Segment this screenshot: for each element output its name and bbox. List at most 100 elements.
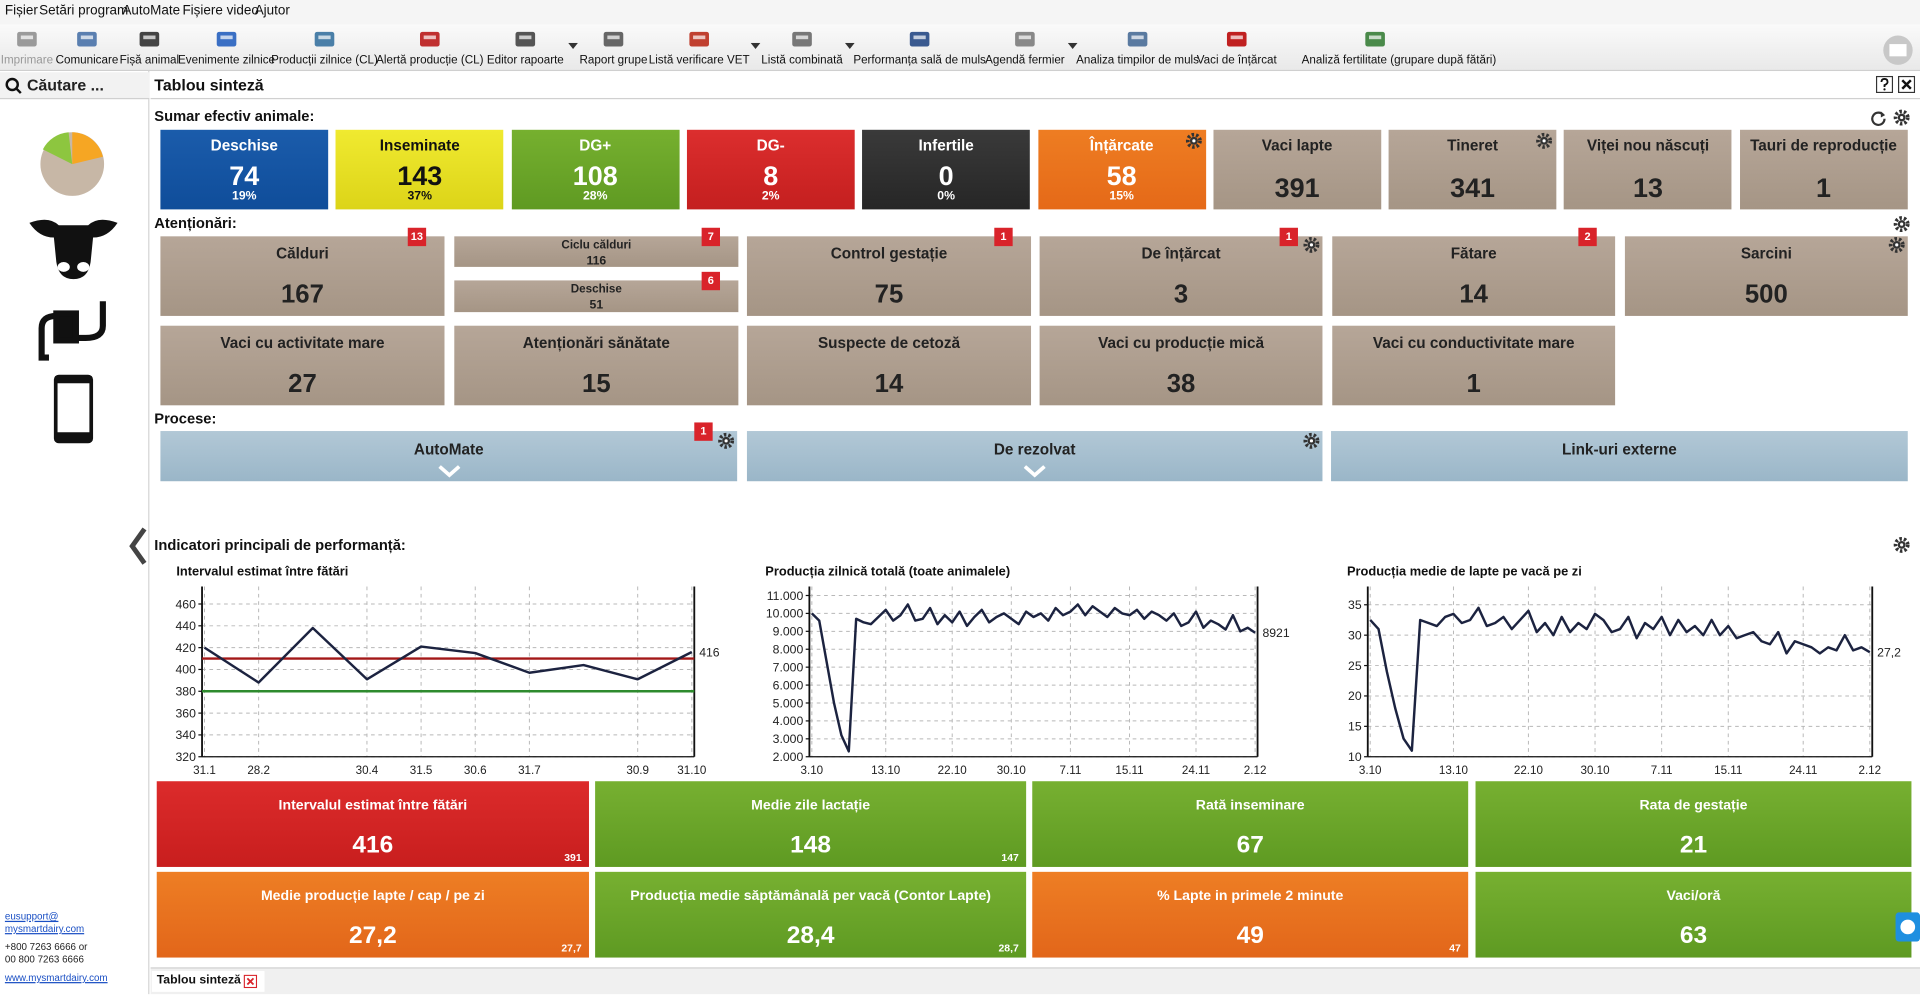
dropdown-arrow[interactable] bbox=[750, 42, 761, 50]
toolbar-button[interactable]: Fișă animal bbox=[76, 26, 223, 70]
summary-tile[interactable]: Viței nou născuți 13 bbox=[1564, 129, 1732, 210]
summary-tile[interactable]: DG- 8 2% bbox=[686, 129, 855, 210]
phone-icon[interactable] bbox=[53, 374, 94, 444]
toolbar-button[interactable]: Analiza timpilor de muls bbox=[1064, 26, 1211, 70]
summary-tile[interactable]: Tineret 341 bbox=[1388, 129, 1557, 210]
toolbar-button[interactable]: Listă combinată bbox=[729, 26, 876, 70]
summary-tile[interactable]: Înțărcate 58 15% bbox=[1037, 129, 1206, 210]
toolbar-button[interactable]: Evenimente zilnice bbox=[153, 26, 300, 70]
cow-icon[interactable] bbox=[29, 219, 118, 280]
contact-text[interactable]: mysmartdairy.com bbox=[4, 923, 85, 935]
kpi-tile[interactable]: Vaci/oră 63 bbox=[1475, 871, 1912, 958]
refresh-button[interactable] bbox=[1870, 109, 1887, 126]
settings-gear[interactable] bbox=[718, 432, 735, 449]
plug-icon[interactable] bbox=[38, 301, 106, 361]
toolbar-icon[interactable] bbox=[1225, 28, 1249, 50]
kpi-tile[interactable]: Rata de gestație 21 bbox=[1475, 781, 1912, 867]
menu-item[interactable]: Setări program bbox=[39, 3, 129, 19]
toolbar-button[interactable]: Agendă fermier bbox=[951, 26, 1098, 70]
alert-tile[interactable]: Sarcini 500 bbox=[1624, 236, 1908, 316]
summary-tile[interactable]: DG+ 108 28% bbox=[511, 129, 680, 210]
alert-tile[interactable]: Călduri 167 13 bbox=[160, 227, 445, 316]
alert-tile[interactable]: Atenționări sănătate 15 bbox=[454, 325, 739, 406]
alert-tile[interactable]: Vaci cu activitate mare 27 bbox=[160, 325, 445, 406]
kpi-tile[interactable]: Medie zile lactație 148 147 bbox=[595, 781, 1027, 867]
dropdown-arrow[interactable] bbox=[844, 42, 855, 50]
contact-text[interactable]: www.mysmartdairy.com bbox=[4, 972, 108, 984]
toolbar-button[interactable]: Editor rapoarte bbox=[452, 26, 599, 70]
toolbar-button[interactable]: Performanța sală de muls bbox=[846, 26, 993, 70]
toolbar-icon[interactable] bbox=[601, 28, 625, 50]
toolbar-icon[interactable] bbox=[15, 28, 39, 50]
alert-tile[interactable]: Vaci cu conductivitate mare 1 bbox=[1332, 325, 1616, 406]
expand-chevron[interactable] bbox=[1023, 465, 1046, 478]
process-tile[interactable]: De rezolvat bbox=[746, 431, 1323, 482]
toolbar-button[interactable]: Raport grupe bbox=[540, 26, 687, 70]
process-tile[interactable]: Link-uri externe bbox=[1331, 431, 1908, 482]
menu-item[interactable]: Fișiere video bbox=[182, 3, 259, 19]
settings-gear[interactable] bbox=[1185, 132, 1202, 149]
settings-gear[interactable] bbox=[1893, 109, 1910, 126]
toolbar-icon[interactable] bbox=[513, 28, 537, 50]
toolbar-icon[interactable] bbox=[907, 28, 931, 50]
summary-tile[interactable]: Inseminate 143 37% bbox=[335, 129, 504, 210]
settings-gear[interactable] bbox=[1893, 216, 1910, 233]
toolbar-icon[interactable] bbox=[137, 28, 161, 50]
toolbar-icon[interactable] bbox=[75, 28, 99, 50]
collapse-arrow[interactable] bbox=[129, 527, 147, 565]
settings-gear[interactable] bbox=[1536, 132, 1553, 149]
alert-tile[interactable]: Deschise 51 6 bbox=[454, 271, 739, 315]
summary-tile[interactable]: Infertile 0 0% bbox=[862, 129, 1031, 210]
expand-chevron[interactable] bbox=[437, 465, 460, 478]
alert-tile[interactable]: Vaci cu producție mică 38 bbox=[1039, 325, 1323, 406]
menu-item[interactable]: Fișier bbox=[4, 3, 38, 19]
kpi-tile[interactable]: Intervalul estimat între fătări 416 391 bbox=[156, 781, 589, 867]
alert-tile[interactable]: Fătare 14 2 bbox=[1332, 227, 1616, 316]
toolbar-icon[interactable] bbox=[1125, 28, 1149, 50]
close-button[interactable] bbox=[1897, 75, 1916, 94]
dropdown-arrow[interactable] bbox=[1067, 42, 1078, 50]
kpi-tile[interactable]: Producția medie săptămânală per vacă (Co… bbox=[595, 871, 1027, 958]
toolbar-icon[interactable] bbox=[1363, 28, 1387, 50]
search-placeholder[interactable]: Căutare ... bbox=[26, 75, 104, 95]
contact-text[interactable]: eusupport@ bbox=[4, 911, 59, 923]
toolbar-icon[interactable] bbox=[418, 28, 442, 50]
settings-gear[interactable] bbox=[1888, 236, 1905, 253]
alert-tile[interactable]: Control gestație 75 1 bbox=[746, 227, 1032, 316]
menu-item[interactable]: AutoMate bbox=[122, 3, 181, 19]
toolbar-button[interactable]: Imprimare bbox=[0, 26, 100, 70]
kpi-tile[interactable]: % Lapte in primele 2 minute 49 47 bbox=[1032, 871, 1469, 958]
toolbar-icon[interactable] bbox=[1013, 28, 1037, 50]
toolbar-button[interactable]: Producții zilnice (CL) bbox=[251, 26, 398, 70]
summary-tile[interactable]: Deschise 74 19% bbox=[160, 129, 329, 210]
mail-button[interactable] bbox=[1882, 34, 1914, 66]
summary-tile[interactable]: Vaci lapte 391 bbox=[1213, 129, 1381, 210]
toolbar-icon[interactable] bbox=[790, 28, 814, 50]
toolbar-button[interactable]: Vaci de înțărcat bbox=[1163, 26, 1310, 70]
kpi-tile[interactable]: Rată inseminare 67 bbox=[1032, 781, 1469, 867]
process-tile[interactable]: AutoMate 1 bbox=[160, 422, 738, 482]
alert-tile[interactable]: De înțărcat 3 1 bbox=[1039, 227, 1323, 316]
alert-tile[interactable]: Ciclu călduri 116 7 bbox=[454, 227, 739, 270]
toolbar-button[interactable]: Listă verificare VET bbox=[626, 26, 773, 70]
toolbar-icon[interactable] bbox=[687, 28, 711, 50]
remote-support[interactable] bbox=[1895, 912, 1920, 942]
settings-gear[interactable] bbox=[1303, 236, 1320, 253]
toolbar-icon[interactable] bbox=[214, 28, 238, 50]
dropdown-arrow[interactable] bbox=[568, 42, 578, 50]
toolbar-button[interactable]: Alertă producție (CL) bbox=[356, 26, 503, 70]
search-box[interactable] bbox=[0, 72, 150, 100]
alert-tile[interactable]: Suspecte de cetoză 14 bbox=[746, 325, 1032, 406]
toolbar-button[interactable]: Comunicare bbox=[13, 26, 160, 70]
settings-gear[interactable] bbox=[1303, 432, 1320, 449]
tab-close[interactable] bbox=[243, 974, 258, 989]
help-button[interactable] bbox=[1875, 75, 1894, 94]
tab[interactable]: Tablou sinteză bbox=[151, 971, 265, 992]
settings-gear[interactable] bbox=[1893, 536, 1910, 553]
menu-item[interactable]: Ajutor bbox=[254, 3, 290, 19]
pie-icon[interactable] bbox=[40, 132, 105, 196]
toolbar-icon[interactable] bbox=[312, 28, 336, 50]
toolbar-button[interactable]: Analiză fertilitate (grupare după fătări… bbox=[1302, 26, 1496, 70]
kpi-tile[interactable]: Medie producție lapte / cap / pe zi 27,2 2… bbox=[156, 871, 589, 958]
summary-tile[interactable]: Tauri de reproducție 1 bbox=[1739, 129, 1908, 210]
